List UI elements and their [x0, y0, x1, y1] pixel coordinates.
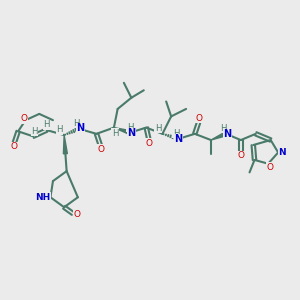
Text: N: N	[223, 129, 231, 139]
Text: H: H	[112, 129, 119, 138]
Text: H: H	[73, 119, 80, 128]
Text: H: H	[220, 124, 226, 133]
Text: N: N	[76, 123, 84, 134]
Text: N: N	[127, 128, 135, 138]
Text: O: O	[267, 163, 274, 172]
Text: H: H	[155, 124, 161, 133]
Polygon shape	[114, 128, 131, 134]
Text: N: N	[175, 134, 183, 144]
Text: H: H	[127, 123, 133, 132]
Text: NH: NH	[35, 193, 50, 202]
Text: H: H	[56, 125, 63, 134]
Text: O: O	[196, 114, 203, 123]
Polygon shape	[211, 132, 227, 140]
Text: O: O	[11, 142, 18, 151]
Text: H: H	[44, 120, 50, 129]
Text: O: O	[146, 139, 153, 148]
Polygon shape	[63, 135, 68, 154]
Text: O: O	[21, 114, 28, 123]
Text: O: O	[98, 145, 104, 154]
Text: H: H	[173, 129, 179, 138]
Text: O: O	[237, 151, 244, 160]
Text: O: O	[74, 210, 81, 219]
Text: H: H	[31, 127, 38, 136]
Text: N: N	[279, 148, 286, 157]
